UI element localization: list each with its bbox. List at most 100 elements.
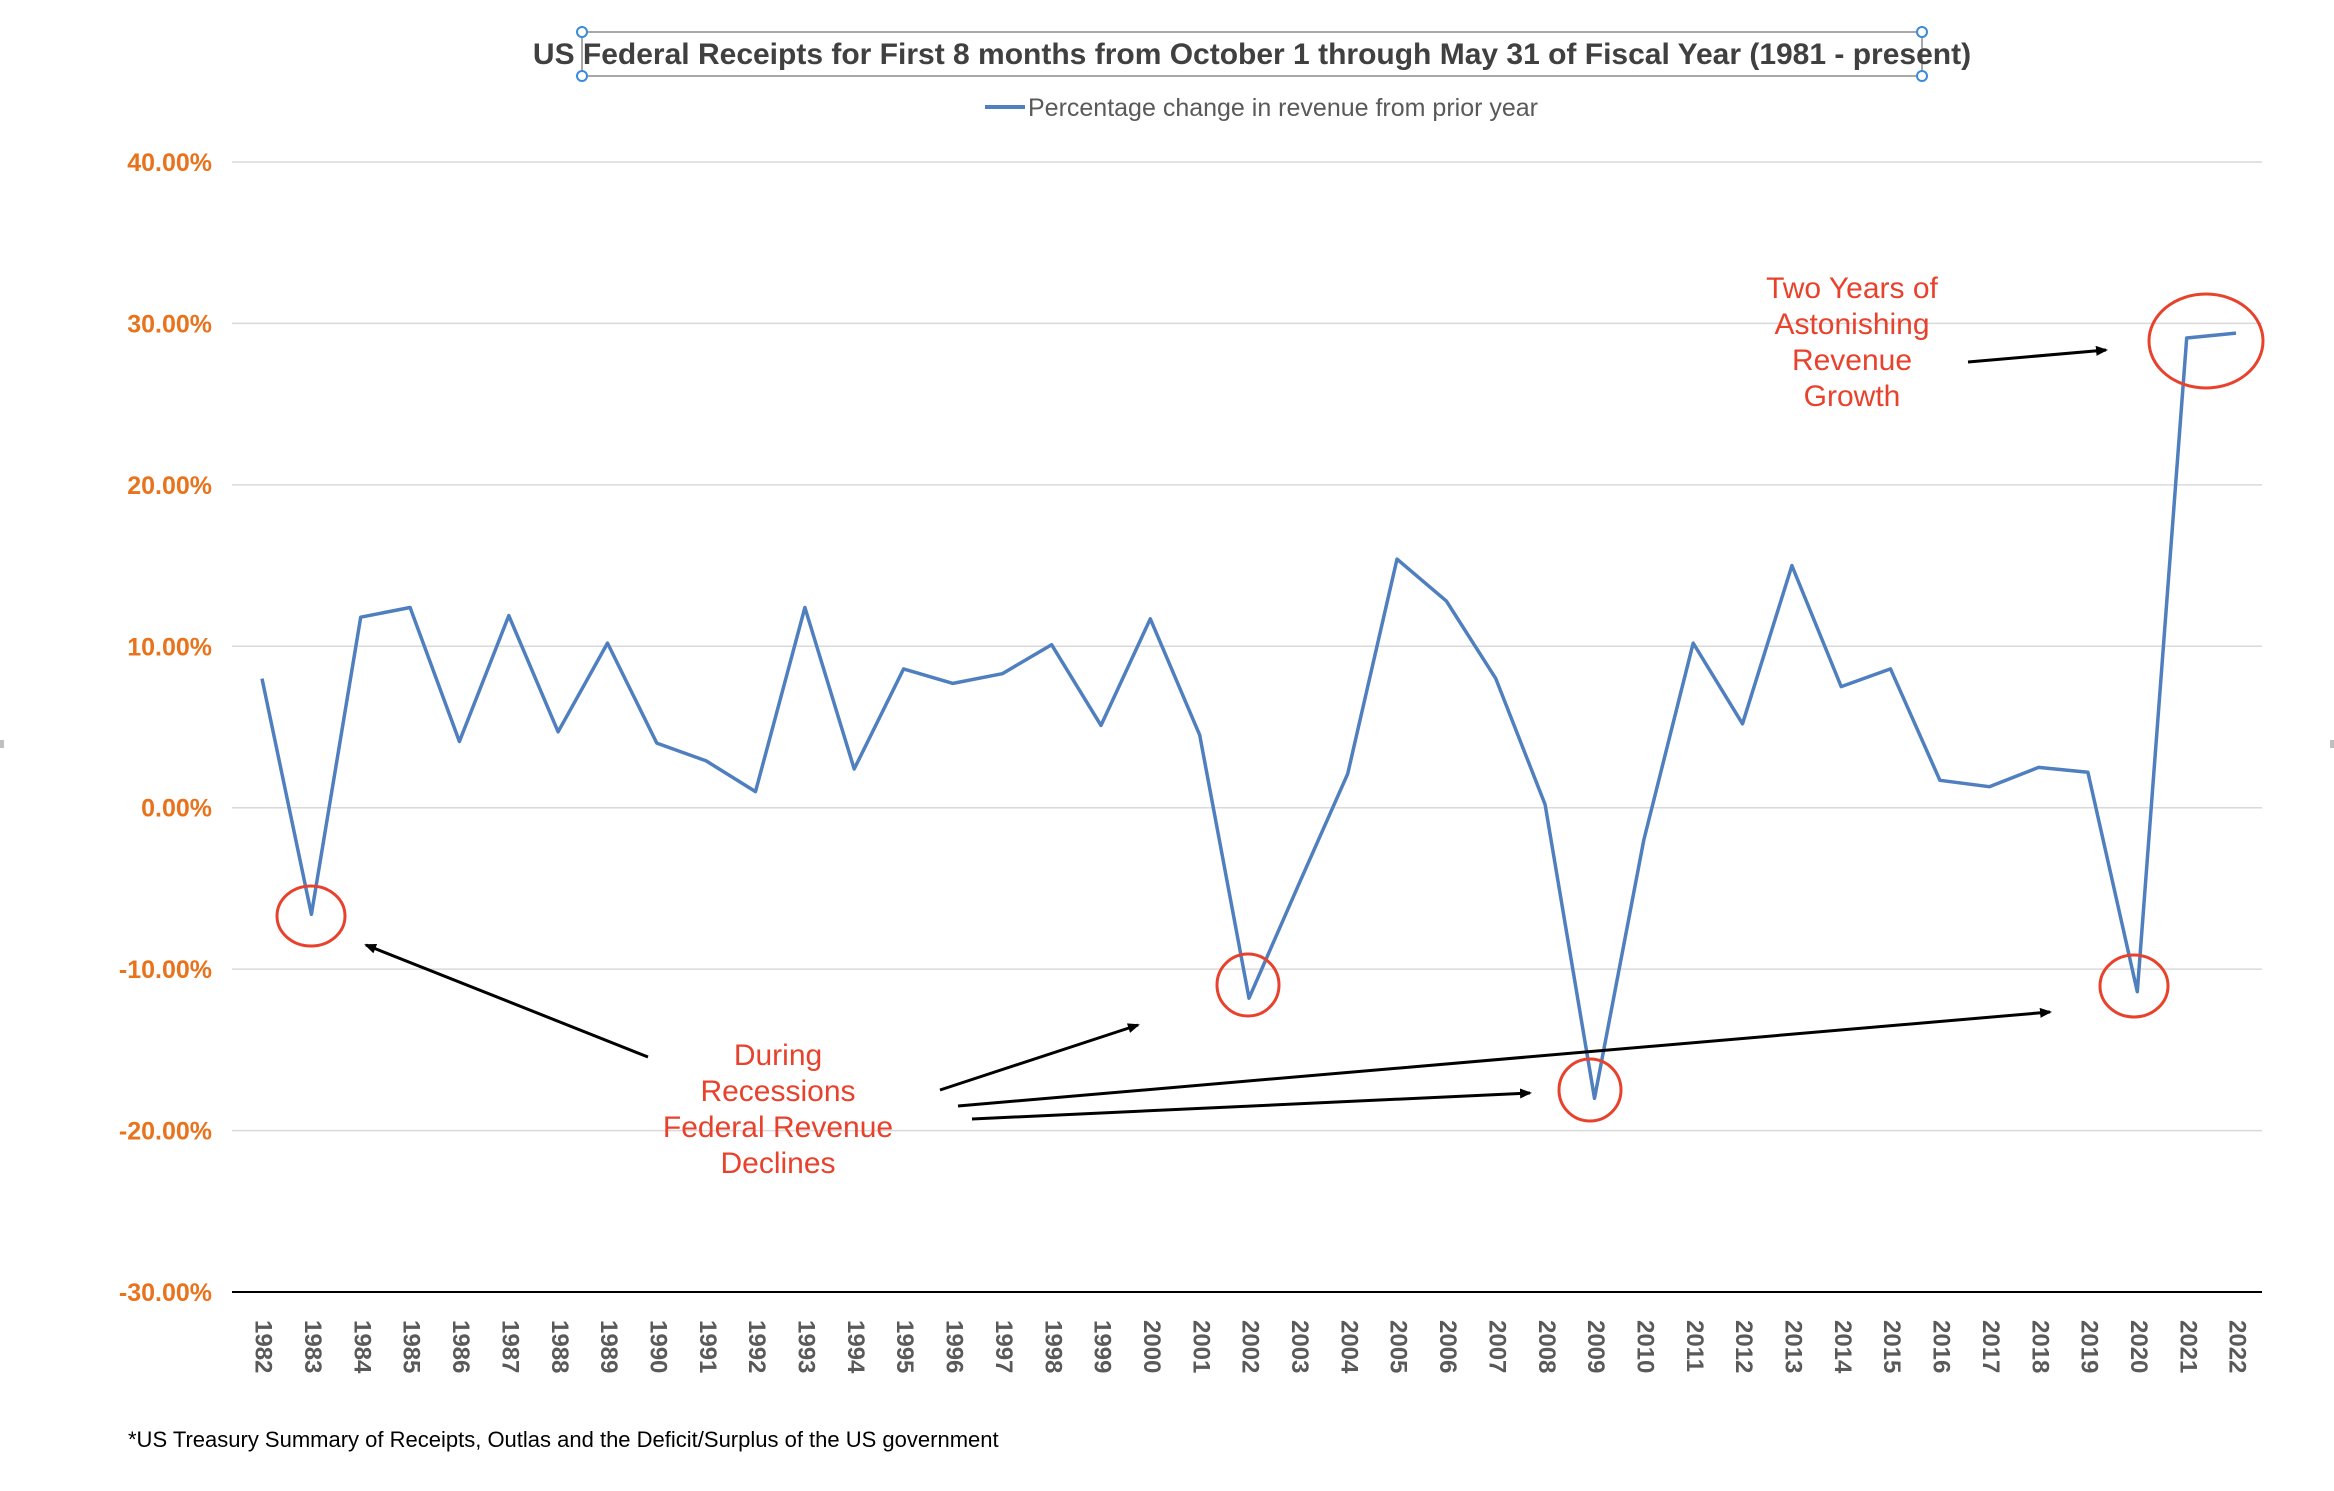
data-point-2009[interactable] <box>1590 1094 1598 1102</box>
x-tick-label: 1982 <box>250 1320 277 1373</box>
arrow-to-2021-2022 <box>1967 345 2108 364</box>
y-tick-label: 0.00% <box>141 795 212 823</box>
x-tick-label: 2021 <box>2174 1320 2201 1373</box>
highlight-circle-2021-2022 <box>2147 292 2265 390</box>
x-tick-label: 1985 <box>398 1320 425 1373</box>
data-point-1991[interactable] <box>702 757 710 765</box>
x-tick-label: 1994 <box>842 1320 869 1374</box>
x-tick-label: 2002 <box>1237 1320 1264 1373</box>
data-point-2012[interactable] <box>1739 720 1747 728</box>
data-point-2019[interactable] <box>2084 768 2092 776</box>
x-tick-label: 2017 <box>1977 1320 2004 1373</box>
data-point-1984[interactable] <box>357 613 365 621</box>
highlight-circle-2002 <box>1215 952 1281 1018</box>
x-tick-label: 1987 <box>496 1320 523 1373</box>
x-tick-label: 2013 <box>1780 1320 1807 1373</box>
data-point-2006[interactable] <box>1442 597 1450 605</box>
data-point-2005[interactable] <box>1393 555 1401 563</box>
data-point-1998[interactable] <box>1048 641 1056 649</box>
x-tick-label: 2015 <box>1878 1320 1905 1373</box>
data-point-2016[interactable] <box>1936 776 1944 784</box>
series-layer[interactable] <box>258 329 2240 1102</box>
data-point-1992[interactable] <box>752 788 760 796</box>
chart-title-group[interactable]: US Federal Receipts for First 8 months f… <box>533 26 1971 82</box>
annotation-growth-line: Revenue <box>1792 344 1912 377</box>
data-point-2007[interactable] <box>1492 675 1500 683</box>
data-point-2002[interactable] <box>1245 994 1253 1002</box>
data-point-2010[interactable] <box>1640 836 1648 844</box>
selection-handle[interactable] <box>1916 26 1928 38</box>
x-tick-label: 2000 <box>1138 1320 1165 1373</box>
data-point-2001[interactable] <box>1196 731 1204 739</box>
arrow-to-2002 <box>939 1023 1140 1092</box>
legend[interactable]: Percentage change in revenue from prior … <box>985 94 1538 122</box>
data-point-2018[interactable] <box>2035 763 2043 771</box>
data-point-1985[interactable] <box>406 604 414 612</box>
data-point-1995[interactable] <box>900 665 908 673</box>
data-point-1994[interactable] <box>850 765 858 773</box>
annotation-recession-line: Declines <box>720 1147 835 1180</box>
data-point-1983[interactable] <box>307 910 315 918</box>
data-point-1999[interactable] <box>1097 721 1105 729</box>
data-point-2013[interactable] <box>1788 562 1796 570</box>
selection-handle[interactable] <box>1916 70 1928 82</box>
x-tick-label: 1984 <box>348 1320 375 1374</box>
x-tick-label: 2008 <box>1533 1320 1560 1373</box>
annotation-arrows <box>364 345 2108 1121</box>
data-point-1987[interactable] <box>505 612 513 620</box>
series-line-0[interactable] <box>260 331 2237 1101</box>
x-tick-label: 1989 <box>595 1320 622 1373</box>
data-point-1997[interactable] <box>998 670 1006 678</box>
y-tick-label: 10.00% <box>127 633 212 661</box>
data-point-1986[interactable] <box>455 738 463 746</box>
selection-handle[interactable] <box>576 70 588 82</box>
data-point-2022[interactable] <box>2232 329 2240 337</box>
x-tick-label: 2007 <box>1483 1320 1510 1373</box>
selection-handle[interactable] <box>576 26 588 38</box>
x-tick-label: 2019 <box>2076 1320 2103 1373</box>
chart-frame-handle-left[interactable] <box>0 740 4 748</box>
data-point-2015[interactable] <box>1887 665 1895 673</box>
x-tick-label: 1992 <box>743 1320 770 1373</box>
x-tick-label: 1996 <box>941 1320 968 1373</box>
y-tick-label: -20.00% <box>119 1118 212 1146</box>
y-tick-label: 40.00% <box>127 149 212 177</box>
x-tick-label: 2016 <box>1928 1320 1955 1373</box>
data-point-1988[interactable] <box>554 728 562 736</box>
x-tick-label: 2004 <box>1335 1320 1362 1374</box>
annotation-recession-line: Recessions <box>700 1075 855 1108</box>
x-tick-label: 1993 <box>793 1320 820 1373</box>
data-point-2000[interactable] <box>1146 615 1154 623</box>
data-point-2004[interactable] <box>1344 770 1352 778</box>
data-point-1989[interactable] <box>603 639 611 647</box>
x-tick-label: 1997 <box>990 1320 1017 1373</box>
data-point-2014[interactable] <box>1837 683 1845 691</box>
highlight-circle-1983 <box>275 884 347 948</box>
x-tick-label: 1990 <box>644 1320 671 1373</box>
data-point-2011[interactable] <box>1689 639 1697 647</box>
x-tick-label: 2012 <box>1730 1320 1757 1373</box>
title-selection-box <box>581 31 1923 77</box>
data-point-2020[interactable] <box>2133 988 2141 996</box>
data-point-2008[interactable] <box>1541 800 1549 808</box>
data-point-1990[interactable] <box>653 739 661 747</box>
x-tick-label: 2014 <box>1829 1320 1856 1374</box>
arrow-to-2020 <box>957 1007 2052 1108</box>
data-point-2021[interactable] <box>2183 334 2191 342</box>
data-point-2003[interactable] <box>1294 881 1302 889</box>
highlight-circle-2009 <box>1557 1057 1623 1123</box>
gridlines <box>232 161 2262 1293</box>
x-tick-label: 2022 <box>2224 1320 2251 1373</box>
data-point-1996[interactable] <box>949 679 957 687</box>
data-point-1993[interactable] <box>801 604 809 612</box>
data-point-1982[interactable] <box>258 675 266 683</box>
data-point-2017[interactable] <box>1985 783 1993 791</box>
x-tick-label: 1999 <box>1089 1320 1116 1373</box>
x-tick-label: 2001 <box>1187 1320 1214 1373</box>
arrow-to-1983 <box>364 943 649 1059</box>
x-tick-label: 1995 <box>891 1320 918 1373</box>
annotation-recession-line: During <box>734 1039 822 1072</box>
chart-frame-handle-right[interactable] <box>2330 740 2334 748</box>
